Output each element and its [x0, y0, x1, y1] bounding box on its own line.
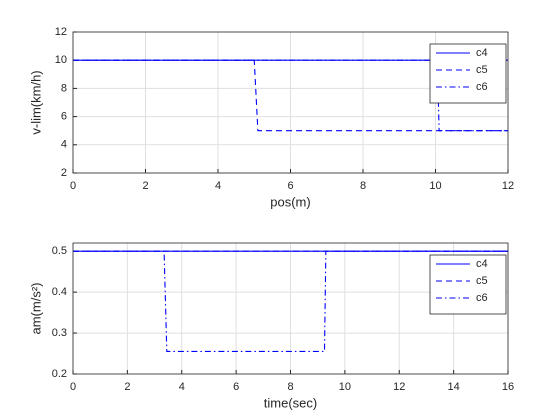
x-tick-label: 6: [287, 180, 293, 192]
x-tick-label: 12: [502, 180, 514, 192]
x-tick-label: 10: [339, 381, 351, 393]
y-tick-label: 10: [55, 54, 67, 66]
x-tick-label: 12: [393, 381, 405, 393]
y-axis-label: am(m/s²): [28, 283, 43, 335]
legend-label: c5: [476, 64, 488, 76]
x-tick-label: 2: [124, 381, 130, 393]
series-line: [73, 250, 508, 353]
x-tick-label: 16: [502, 381, 514, 393]
x-tick-label: 2: [142, 180, 148, 192]
legend-label: c4: [476, 258, 488, 270]
x-axis-label: pos(m): [270, 194, 310, 209]
legend-label: c6: [476, 292, 488, 304]
legend-label: c6: [476, 81, 488, 93]
x-tick-label: 8: [287, 381, 293, 393]
y-tick-label: 12: [55, 26, 67, 38]
y-tick-label: 6: [61, 111, 67, 123]
x-tick-label: 6: [233, 381, 239, 393]
x-tick-label: 0: [70, 180, 76, 192]
legend-label: c5: [476, 275, 488, 287]
y-tick-label: 0.3: [52, 327, 67, 339]
y-tick-label: 0.2: [52, 368, 67, 380]
y-tick-label: 8: [61, 82, 67, 94]
axes-box: [72, 242, 509, 375]
legend-label: c4: [476, 47, 488, 59]
x-tick-label: 0: [70, 381, 76, 393]
axes-box: [72, 31, 509, 174]
x-tick-label: 8: [360, 180, 366, 192]
legend-box: [429, 43, 507, 104]
x-tick-label: 10: [429, 180, 441, 192]
x-axis-label: time(sec): [264, 395, 317, 410]
y-tick-label: 0.4: [52, 286, 67, 298]
y-tick-label: 2: [61, 167, 67, 179]
y-axis-label: v-lim(km/h): [28, 70, 43, 134]
x-tick-label: 4: [179, 381, 185, 393]
series-line: [73, 59, 508, 132]
x-tick-label: 14: [448, 381, 460, 393]
legend-box: [429, 254, 507, 315]
y-tick-label: 0.5: [52, 245, 67, 257]
x-tick-label: 4: [215, 180, 221, 192]
y-tick-label: 4: [61, 139, 67, 151]
